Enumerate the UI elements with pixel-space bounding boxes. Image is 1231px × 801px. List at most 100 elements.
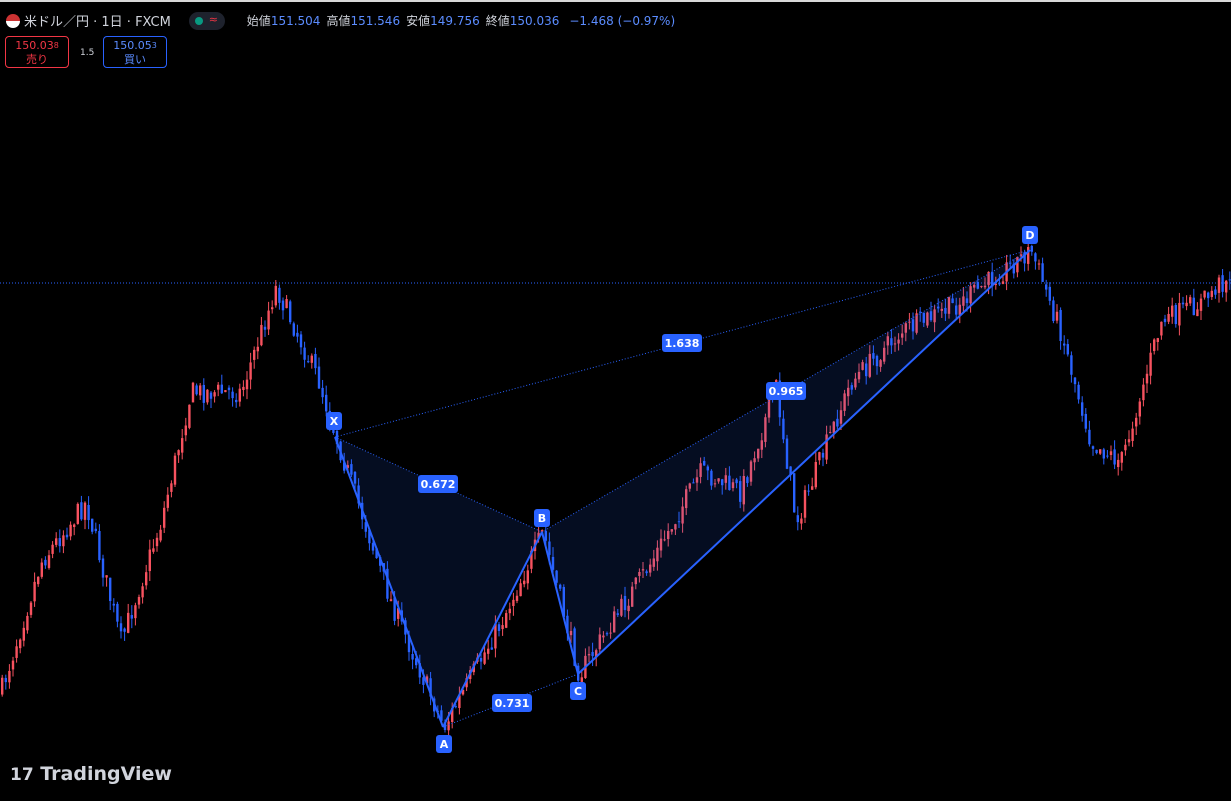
- candle-body: [1127, 439, 1131, 443]
- candle-body: [1030, 245, 1033, 252]
- candle-body: [634, 577, 637, 585]
- candle-body: [1181, 302, 1185, 305]
- candle-body: [728, 475, 731, 491]
- candle-body: [692, 482, 695, 484]
- candle-body: [429, 678, 432, 697]
- candle-body: [1066, 344, 1069, 355]
- candle-body: [710, 470, 713, 486]
- candle-body: [184, 425, 187, 436]
- candle-body: [555, 570, 558, 583]
- candle-body: [119, 623, 123, 632]
- candle-body: [947, 297, 951, 314]
- candle-body: [1034, 253, 1037, 262]
- candle-body: [1041, 263, 1044, 282]
- pattern-fill: [542, 250, 1030, 674]
- candle-body: [782, 418, 785, 440]
- candle-body: [868, 353, 871, 377]
- candle-body: [335, 430, 339, 445]
- ohlc-label: 始値: [246, 14, 271, 28]
- candle-body: [1171, 305, 1174, 317]
- candle-body: [595, 650, 598, 658]
- candle-body: [721, 479, 724, 486]
- candle-body: [1070, 355, 1073, 375]
- candle-body: [706, 466, 709, 471]
- sell-button[interactable]: 150.038 売り: [5, 36, 69, 68]
- candle-body: [674, 524, 677, 530]
- candle-body: [793, 473, 796, 513]
- candle-body: [447, 721, 450, 731]
- symbol[interactable]: 米ドル／円 · 1日 · FXCM: [24, 15, 171, 30]
- candle-body: [602, 635, 605, 638]
- candle-body: [299, 334, 303, 348]
- candle-body: [1217, 277, 1221, 293]
- candle-body: [789, 466, 792, 476]
- candle-body: [1048, 286, 1051, 301]
- logo[interactable]: 𝟭𝟳 TradingView: [10, 763, 172, 785]
- candle-body: [1088, 429, 1091, 445]
- pattern-fill: [335, 437, 542, 727]
- candle-body: [357, 485, 360, 504]
- candle-body: [767, 397, 771, 418]
- candle-body: [123, 628, 126, 632]
- candle-body: [908, 321, 911, 323]
- candle-body: [1145, 373, 1149, 384]
- candle-body: [19, 639, 22, 649]
- candle-body: [76, 503, 79, 524]
- candle-body: [1185, 302, 1188, 307]
- candle-body: [386, 568, 389, 599]
- candle-body: [753, 458, 756, 463]
- candle-body: [422, 677, 425, 685]
- candle-body: [317, 366, 321, 389]
- candle-body: [764, 417, 767, 442]
- candle-body: [296, 332, 299, 337]
- candle-body: [803, 490, 807, 518]
- candle-body: [461, 689, 465, 695]
- candle-body: [739, 481, 742, 502]
- candle-body: [242, 386, 245, 390]
- candle-body: [796, 515, 799, 523]
- candle-body: [890, 338, 893, 346]
- candle-body: [497, 624, 501, 631]
- candle-body: [152, 548, 155, 552]
- buy-label: 買い: [124, 53, 146, 66]
- candle-body: [1091, 446, 1095, 449]
- status-pill[interactable]: ≈: [188, 11, 225, 30]
- candle-body: [224, 390, 227, 393]
- candle-body: [145, 572, 148, 586]
- candle-body: [1225, 280, 1228, 293]
- candle-body: [91, 518, 94, 532]
- candle-body: [872, 353, 875, 359]
- candle-body: [267, 310, 270, 330]
- ohlc-label: 安値: [406, 14, 431, 28]
- candle-body: [454, 706, 457, 708]
- pattern-leg: [541, 531, 579, 675]
- candle-body: [15, 646, 18, 658]
- candle-body: [508, 608, 511, 614]
- candle-body: [1192, 297, 1195, 316]
- candle-body: [116, 603, 119, 622]
- ratio-label: 0.731: [495, 697, 530, 710]
- candle-body: [73, 524, 76, 527]
- buy-button[interactable]: 150.053 買い: [103, 36, 167, 68]
- ohlc-label: 高値: [326, 14, 351, 28]
- candle-body: [163, 507, 166, 528]
- candle-body: [843, 393, 846, 411]
- candle-body: [854, 378, 857, 388]
- point-label: C: [574, 685, 582, 698]
- candle-body: [829, 431, 832, 433]
- candle-body: [418, 663, 421, 678]
- pattern-dotted: [541, 249, 1031, 533]
- candle-body: [206, 389, 209, 403]
- ratio-label: 0.965: [769, 385, 804, 398]
- candle-body: [44, 559, 47, 566]
- sell-sup: 8: [53, 41, 59, 50]
- candle-body: [278, 287, 281, 303]
- candle-body: [209, 392, 213, 399]
- candle-body: [195, 385, 198, 395]
- candle-body: [368, 529, 371, 544]
- candle-body: [260, 324, 263, 346]
- candle-body: [681, 506, 684, 524]
- candle-body: [659, 538, 663, 551]
- ohlc-value: 149.756: [430, 14, 480, 28]
